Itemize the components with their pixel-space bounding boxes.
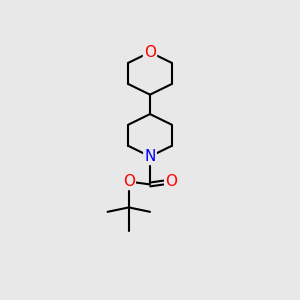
- Text: N: N: [144, 149, 156, 164]
- Text: O: O: [144, 45, 156, 60]
- Text: O: O: [165, 174, 177, 189]
- Text: O: O: [123, 174, 135, 189]
